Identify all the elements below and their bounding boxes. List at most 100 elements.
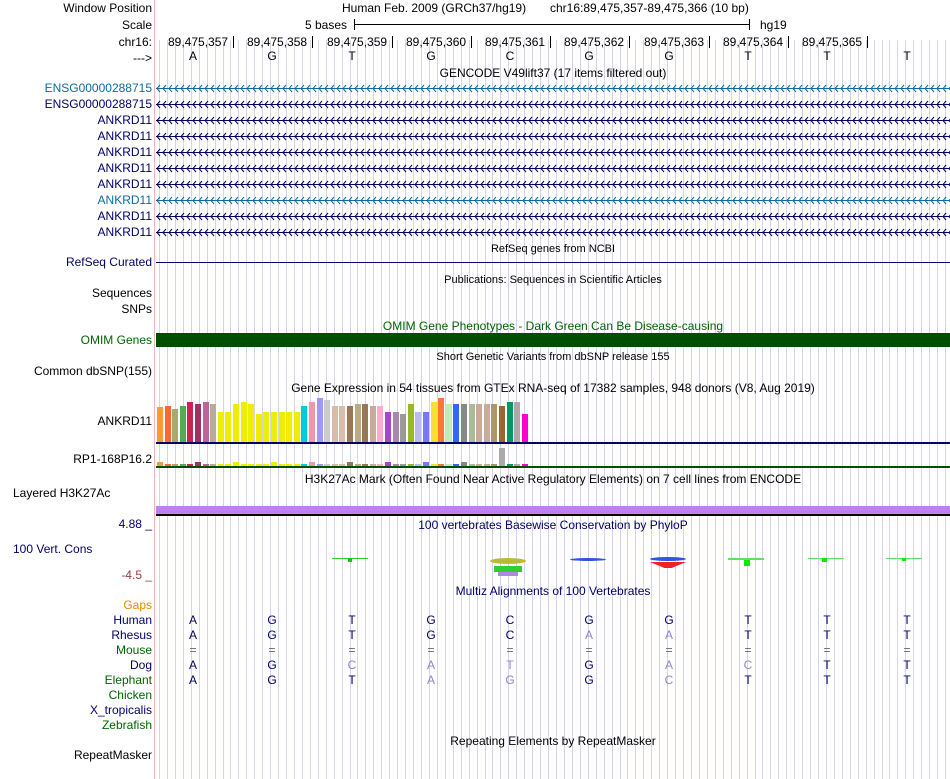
gtex-tissue-bar-small[interactable] (385, 462, 391, 466)
gtex-tissue-bar-small[interactable] (225, 464, 232, 466)
species-label[interactable]: Mouse (115, 643, 152, 657)
gene-label[interactable]: ENSG00000288715 (44, 81, 152, 95)
gtex-tissue-bar-small[interactable] (438, 464, 445, 466)
omim-gene-bar[interactable] (156, 333, 950, 347)
omim-track-title[interactable]: OMIM Gene Phenotypes - Dark Green Can Be… (382, 319, 724, 333)
species-label[interactable]: Rhesus (111, 628, 152, 642)
gtex-tissue-bar-small[interactable] (377, 464, 384, 466)
gene-strand-line[interactable] (156, 84, 950, 93)
gtex-tissue-bar[interactable] (179, 406, 186, 442)
gtex-tissue-bar[interactable] (423, 412, 429, 442)
gtex-tissue-bar[interactable] (309, 402, 315, 442)
gtex-tissue-bar-small[interactable] (309, 462, 315, 466)
gtex-tissue-bar-small[interactable] (476, 464, 483, 466)
gtex-tissue-bar[interactable] (499, 406, 505, 442)
gene-strand-line[interactable] (156, 100, 950, 109)
dbsnp-track-title[interactable]: Short Genetic Variants from dbSNP releas… (436, 351, 670, 363)
gene-label[interactable]: ANKRD11 (97, 209, 152, 223)
gtex-rp1-label[interactable]: RP1-168P16.2 (73, 452, 152, 466)
gtex-tissue-bar[interactable] (157, 407, 163, 442)
gtex-tissue-bar[interactable] (347, 406, 353, 442)
gene-strand-line[interactable] (156, 180, 950, 189)
gtex-tissue-bar[interactable] (491, 404, 498, 442)
pubs-track-title[interactable]: Publications: Sequences in Scientific Ar… (444, 274, 662, 286)
gtex-tissue-bar-small[interactable] (339, 464, 346, 466)
gencode-track-title[interactable]: GENCODE V49lift37 (17 items filtered out… (439, 66, 667, 80)
rmsk-track-title[interactable]: Repeating Elements by RepeatMasker (450, 734, 656, 748)
gtex-tissue-bar-small[interactable] (514, 464, 521, 466)
gtex-tissue-bar[interactable] (316, 398, 323, 442)
gtex-tissue-bar-small[interactable] (354, 464, 361, 466)
gtex-tissue-bar[interactable] (187, 402, 194, 442)
gtex-tissue-bar[interactable] (278, 412, 285, 442)
refseq-track-title[interactable]: RefSeq genes from NCBI (490, 243, 616, 255)
repeatmasker-label[interactable]: RepeatMasker (73, 748, 152, 762)
gene-strand-line[interactable] (156, 196, 950, 205)
gtex-tissue-bar-small[interactable] (248, 464, 255, 466)
gene-strand-line[interactable] (156, 164, 950, 173)
gene-label[interactable]: ENSG00000288715 (44, 97, 152, 111)
gtex-tissue-bar[interactable] (202, 402, 209, 442)
multiz-track-title[interactable]: Multiz Alignments of 100 Vertebrates (455, 584, 651, 598)
gaps-label[interactable]: Gaps (123, 598, 152, 612)
gtex-tissue-bar[interactable] (369, 406, 376, 442)
species-label[interactable]: Elephant (104, 673, 152, 687)
gtex-tissue-bar-small[interactable] (499, 448, 505, 466)
gene-label[interactable]: ANKRD11 (97, 225, 152, 239)
gtex-tissue-bar[interactable] (217, 412, 224, 442)
gtex-tissue-bar[interactable] (468, 404, 475, 442)
gene-strand-line[interactable] (156, 212, 950, 221)
gtex-tissue-bar-small[interactable] (286, 464, 293, 466)
gene-strand-line[interactable] (156, 132, 950, 141)
h3k27ac-signal[interactable] (156, 506, 950, 514)
gene-label[interactable]: ANKRD11 (97, 113, 152, 127)
gtex-track-title[interactable]: Gene Expression in 54 tissues from GTEx … (291, 381, 815, 395)
gene-strand-line[interactable] (156, 116, 950, 125)
gtex-tissue-bar[interactable] (392, 412, 399, 442)
gtex-tissue-bar-small[interactable] (324, 464, 331, 466)
gtex-tissue-bar-small[interactable] (331, 464, 338, 466)
gtex-tissue-bar[interactable] (438, 398, 445, 442)
sequences-label[interactable]: Sequences (91, 286, 152, 300)
gtex-tissue-bar[interactable] (483, 404, 490, 442)
gtex-tissue-bar-small[interactable] (195, 462, 201, 466)
gtex-tissue-bar-small[interactable] (271, 462, 277, 466)
gtex-tissue-bar[interactable] (331, 406, 338, 442)
gtex-tissue-bar[interactable] (210, 404, 217, 442)
snps-label[interactable]: SNPs (121, 302, 152, 316)
refseq-gene-line[interactable] (156, 262, 950, 263)
gtex-tissue-bar-small[interactable] (240, 464, 247, 466)
gtex-tissue-bar-small[interactable] (407, 464, 414, 466)
gene-label[interactable]: ANKRD11 (97, 129, 152, 143)
gtex-tissue-bar-small[interactable] (423, 462, 429, 466)
species-label[interactable]: Dog (129, 658, 152, 672)
common-dbsnp-label[interactable]: Common dbSNP(155) (33, 364, 152, 378)
gtex-tissue-bar[interactable] (324, 400, 331, 442)
gtex-tissue-bar[interactable] (263, 412, 270, 442)
gtex-tissue-bar[interactable] (476, 404, 483, 442)
gtex-tissue-bar-small[interactable] (301, 464, 308, 466)
species-label[interactable]: Chicken (108, 688, 152, 702)
gtex-tissue-bar[interactable] (301, 406, 308, 442)
gtex-tissue-bar[interactable] (445, 404, 452, 442)
gtex-tissue-bar[interactable] (172, 409, 179, 442)
gtex-tissue-bar-small[interactable] (453, 464, 460, 466)
gtex-tissue-bar-small[interactable] (461, 462, 467, 466)
gtex-tissue-bar[interactable] (248, 404, 255, 442)
gtex-tissue-bar-small[interactable] (278, 464, 285, 466)
gtex-tissue-bar-small[interactable] (362, 464, 369, 466)
gtex-tissue-bar[interactable] (521, 414, 528, 442)
gene-strand-line[interactable] (156, 228, 950, 237)
gtex-tissue-bar-small[interactable] (468, 464, 475, 466)
phylop-track-title[interactable]: 100 vertebrates Basewise Conservation by… (418, 518, 688, 532)
track-image[interactable]: Human Feb. 2009 (GRCh37/hg19) chr16:89,4… (156, 0, 950, 779)
gtex-tissue-bar-small[interactable] (179, 464, 186, 466)
gtex-tissue-bar[interactable] (164, 406, 171, 442)
gtex-tissue-bar-small[interactable] (217, 464, 224, 466)
gtex-tissue-bar[interactable] (240, 402, 247, 442)
gtex-tissue-bar[interactable] (293, 412, 300, 442)
gene-label[interactable]: ANKRD11 (97, 177, 152, 191)
gene-label[interactable]: ANKRD11 (97, 145, 152, 159)
gtex-tissue-bar[interactable] (271, 412, 277, 442)
refseq-curated-label[interactable]: RefSeq Curated (65, 255, 152, 269)
